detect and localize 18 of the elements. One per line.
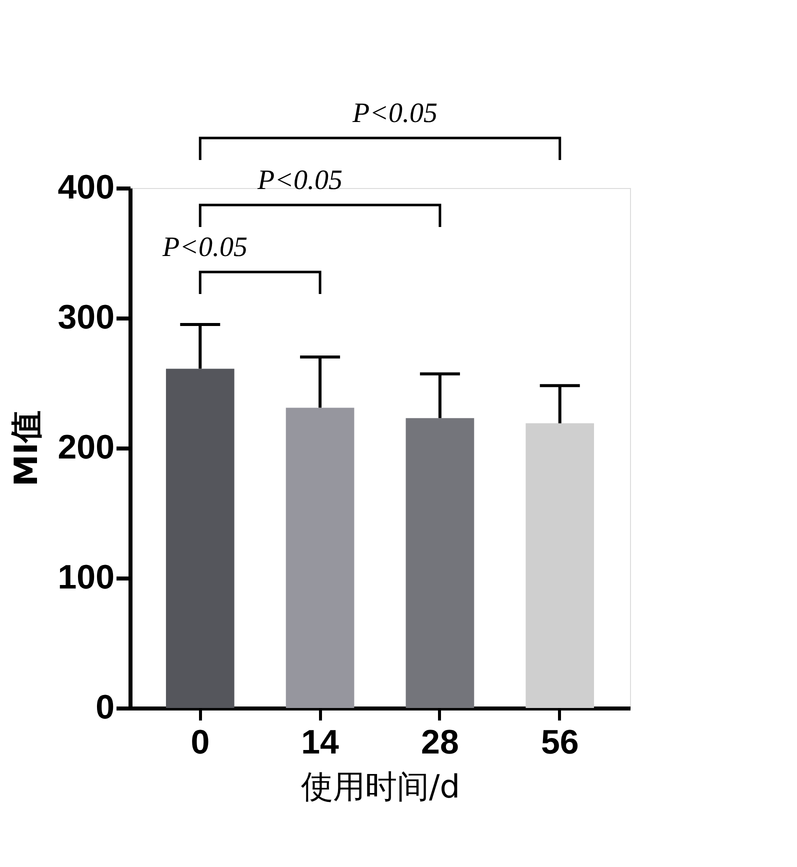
x-tick-label: 28 [421, 724, 459, 762]
y-tick-label: 100 [58, 558, 114, 596]
annotation: P<0.05 [162, 232, 248, 263]
x-tick-label: 0 [190, 724, 210, 762]
y-axis-title: MI值 [6, 410, 45, 486]
x-tick-label: 14 [301, 724, 340, 762]
y-tick-label: 0 [96, 688, 114, 726]
text: P<0.05 [352, 98, 438, 129]
x-tick-label: 56 [540, 724, 579, 762]
bar [166, 368, 234, 708]
x-axis-title: 使用时间/d [300, 768, 460, 806]
bar [406, 418, 474, 708]
y-tick-label: 300 [58, 298, 114, 336]
annotation: P<0.05 [256, 165, 342, 196]
bar [526, 423, 594, 708]
bar [286, 408, 354, 708]
y-tick-label: 200 [58, 428, 114, 466]
y-tick-label: 400 [58, 168, 114, 206]
